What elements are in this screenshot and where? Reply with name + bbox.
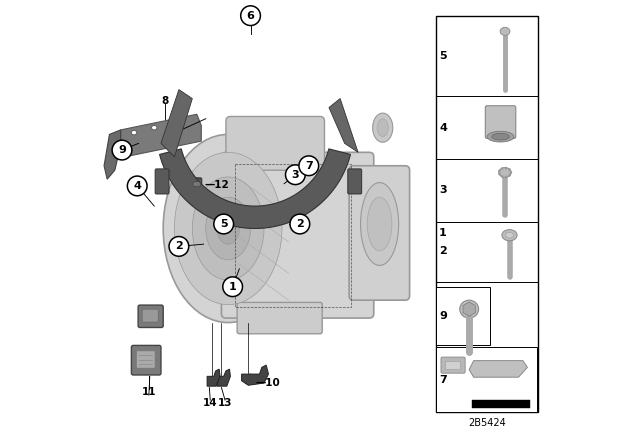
Polygon shape (121, 114, 202, 157)
Circle shape (169, 237, 189, 256)
Text: 3: 3 (439, 185, 447, 195)
Text: 6: 6 (246, 11, 255, 21)
FancyBboxPatch shape (131, 345, 161, 375)
Circle shape (127, 176, 147, 196)
FancyBboxPatch shape (136, 351, 155, 368)
FancyBboxPatch shape (226, 116, 324, 170)
FancyBboxPatch shape (441, 357, 465, 373)
Polygon shape (217, 369, 230, 386)
Text: 3: 3 (292, 170, 299, 180)
Bar (436, 287, 490, 345)
Text: 2: 2 (439, 246, 447, 256)
FancyBboxPatch shape (138, 305, 163, 327)
FancyBboxPatch shape (186, 178, 202, 190)
Ellipse shape (163, 134, 293, 323)
Circle shape (509, 171, 512, 174)
Text: 9: 9 (439, 311, 447, 321)
Text: —10: —10 (255, 378, 280, 388)
Circle shape (508, 174, 511, 177)
Bar (472, 400, 530, 408)
Text: 7: 7 (305, 161, 313, 171)
Text: 11: 11 (141, 387, 156, 397)
Circle shape (299, 156, 319, 176)
FancyBboxPatch shape (349, 166, 410, 300)
Bar (445, 361, 460, 369)
Text: 4: 4 (439, 123, 447, 133)
Bar (436, 16, 538, 412)
FancyBboxPatch shape (155, 169, 169, 194)
Polygon shape (104, 130, 121, 179)
Ellipse shape (460, 300, 479, 318)
FancyBboxPatch shape (221, 152, 374, 318)
Circle shape (241, 6, 260, 26)
Ellipse shape (372, 113, 393, 142)
Polygon shape (242, 365, 269, 385)
Circle shape (505, 167, 508, 169)
Ellipse shape (377, 119, 388, 137)
Ellipse shape (499, 168, 511, 177)
Circle shape (508, 168, 511, 171)
Text: 9: 9 (118, 145, 126, 155)
Ellipse shape (193, 177, 264, 280)
Text: 5: 5 (439, 51, 447, 61)
Circle shape (498, 170, 501, 172)
Bar (436, 347, 537, 412)
Polygon shape (329, 99, 358, 152)
Text: 2: 2 (296, 219, 304, 229)
Ellipse shape (506, 233, 513, 238)
Circle shape (223, 277, 243, 297)
Circle shape (285, 165, 305, 185)
Circle shape (500, 167, 504, 170)
Text: 5: 5 (220, 219, 227, 229)
Text: 7: 7 (439, 375, 447, 385)
Text: 14: 14 (203, 398, 218, 408)
Polygon shape (469, 361, 527, 377)
FancyBboxPatch shape (348, 169, 362, 194)
Ellipse shape (502, 230, 517, 241)
Text: 8: 8 (162, 96, 169, 106)
FancyBboxPatch shape (237, 302, 323, 334)
Ellipse shape (487, 131, 514, 142)
FancyBboxPatch shape (485, 106, 516, 138)
Polygon shape (463, 302, 476, 316)
Ellipse shape (131, 130, 137, 135)
Circle shape (290, 214, 310, 234)
Text: 2: 2 (175, 241, 183, 251)
Ellipse shape (360, 183, 399, 265)
Circle shape (498, 172, 501, 175)
FancyBboxPatch shape (142, 309, 158, 322)
Text: 4: 4 (133, 181, 141, 191)
Polygon shape (207, 369, 220, 386)
Ellipse shape (492, 134, 509, 140)
Ellipse shape (206, 197, 251, 260)
Polygon shape (159, 149, 351, 228)
Text: 2B5424: 2B5424 (468, 418, 506, 428)
Ellipse shape (500, 27, 510, 35)
Ellipse shape (172, 121, 177, 125)
Ellipse shape (193, 181, 201, 187)
Text: 1: 1 (228, 282, 237, 292)
Circle shape (214, 214, 234, 234)
Text: 13: 13 (218, 398, 232, 408)
Text: 1: 1 (439, 228, 447, 238)
Circle shape (505, 176, 508, 178)
Ellipse shape (175, 152, 282, 305)
Circle shape (112, 140, 132, 160)
Text: —12: —12 (205, 180, 230, 190)
Circle shape (500, 175, 504, 178)
Ellipse shape (367, 197, 392, 251)
Ellipse shape (217, 213, 239, 244)
Ellipse shape (152, 125, 157, 130)
Polygon shape (161, 90, 192, 157)
